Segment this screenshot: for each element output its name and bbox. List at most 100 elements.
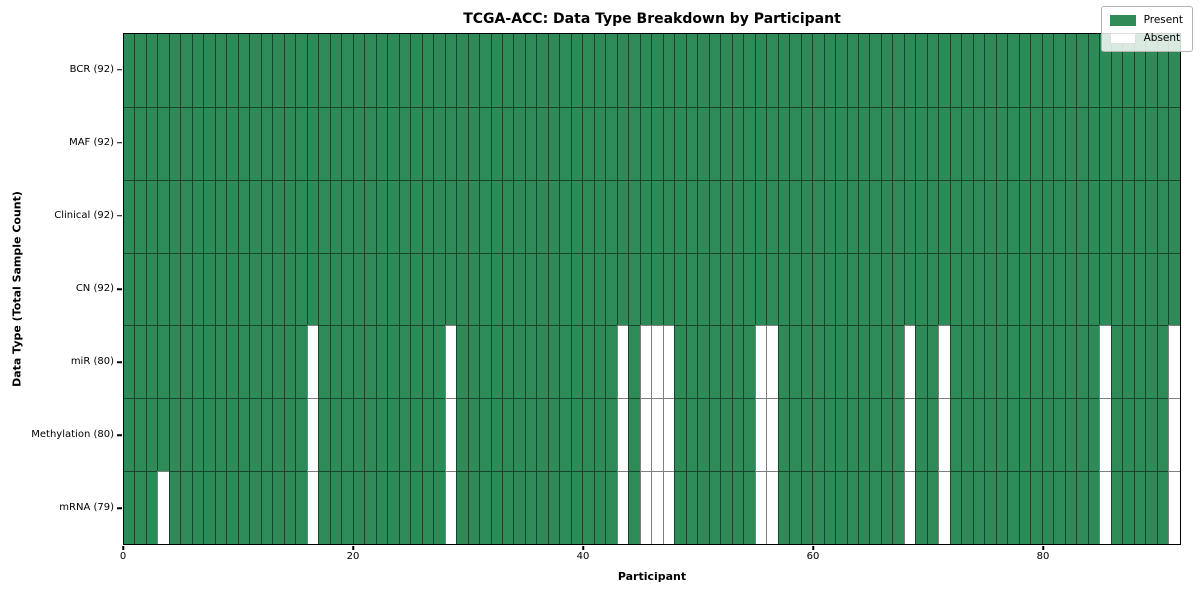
- heatmap-cell: [1030, 106, 1042, 180]
- heatmap-cell: [501, 179, 514, 253]
- y-tick-label-mRNA: mRNA (79): [59, 502, 114, 514]
- y-tick-label-miR: miR (80): [70, 356, 114, 368]
- heatmap-cell: [697, 398, 709, 472]
- heatmap-cell: [1064, 471, 1077, 545]
- heatmap-cell: [685, 252, 698, 326]
- y-tick-label-BCR: BCR (92): [69, 63, 114, 75]
- heatmap-cell: [949, 325, 962, 399]
- heatmap-cell: [249, 471, 261, 545]
- heatmap-cell: [124, 398, 135, 472]
- heatmap-cell: [214, 471, 227, 545]
- heatmap-cell: [766, 252, 778, 326]
- heatmap-cell: [1133, 471, 1146, 545]
- heatmap-cell: [157, 252, 169, 326]
- x-tick: [1042, 546, 1044, 550]
- heatmap-cell: [754, 106, 767, 180]
- heatmap-cell: [180, 325, 192, 399]
- heatmap-cell: [926, 471, 939, 545]
- heatmap-cell: [145, 325, 158, 399]
- heatmap-cell: [720, 325, 732, 399]
- x-tick-label: 20: [346, 551, 360, 562]
- heatmap-cell: [547, 179, 560, 253]
- heatmap-cell: [1133, 34, 1146, 107]
- heatmap-cell: [949, 179, 962, 253]
- heatmap-cell: [685, 106, 698, 180]
- heatmap-cell: [1099, 252, 1111, 326]
- heatmap-cell: [616, 179, 629, 253]
- heatmap-cell: [903, 398, 916, 472]
- heatmap-cell: [124, 325, 135, 399]
- heatmap-cell: [616, 252, 629, 326]
- heatmap-cell: [1064, 34, 1077, 107]
- heatmap-cell: [961, 179, 973, 253]
- heatmap-cell: [283, 252, 296, 326]
- heatmap-cell: [214, 179, 227, 253]
- heatmap-cell: [467, 325, 480, 399]
- heatmap-cell: [823, 325, 836, 399]
- heatmap-cell: [915, 398, 927, 472]
- heatmap-cell: [341, 325, 353, 399]
- heatmap-cell: [903, 34, 916, 107]
- heatmap-cell: [536, 325, 548, 399]
- heatmap-cell: [1110, 398, 1123, 472]
- heatmap-cell: [226, 34, 238, 107]
- heatmap-cell: [168, 106, 181, 180]
- heatmap-cell: [961, 471, 973, 545]
- heatmap-cell: [191, 106, 204, 180]
- heatmap-cell: [1099, 398, 1111, 472]
- heatmap-cell: [674, 106, 686, 180]
- heatmap-cell: [1018, 106, 1031, 180]
- heatmap-cell: [547, 325, 560, 399]
- heatmap-cell: [1156, 325, 1169, 399]
- heatmap-cell: [869, 325, 881, 399]
- heatmap-cell: [812, 252, 824, 326]
- heatmap-cell: [1041, 252, 1054, 326]
- heatmap-cell: [1133, 252, 1146, 326]
- heatmap-cell: [1156, 398, 1169, 472]
- heatmap-cell: [639, 179, 652, 253]
- y-tick: [117, 141, 122, 144]
- heatmap-cell: [145, 106, 158, 180]
- heatmap-cell: [1041, 471, 1054, 545]
- heatmap-cell: [559, 325, 571, 399]
- heatmap-cell: [501, 471, 514, 545]
- heatmap-cell: [295, 398, 307, 472]
- heatmap-cell: [720, 34, 732, 107]
- heatmap-cell: [134, 471, 146, 545]
- heatmap-cell: [214, 34, 227, 107]
- heatmap-cell: [1030, 34, 1042, 107]
- heatmap-cell: [789, 106, 801, 180]
- heatmap-cell: [708, 325, 721, 399]
- heatmap-cell: [1156, 252, 1169, 326]
- heatmap-cell: [800, 34, 813, 107]
- heatmap-cell: [559, 106, 571, 180]
- heatmap-cell: [777, 252, 790, 326]
- heatmap-cell: [1156, 34, 1169, 107]
- heatmap-cell: [639, 325, 652, 399]
- heatmap-cell: [1099, 34, 1111, 107]
- heatmap-cell: [1076, 398, 1088, 472]
- heatmap-cell: [639, 471, 652, 545]
- heatmap-cell: [191, 34, 204, 107]
- heatmap-cell: [708, 471, 721, 545]
- heatmap-cell: [329, 179, 342, 253]
- heatmap-cell: [1099, 325, 1111, 399]
- heatmap-cell: [501, 34, 514, 107]
- heatmap-cell: [651, 34, 663, 107]
- heatmap-cell: [800, 325, 813, 399]
- heatmap-cell: [582, 325, 594, 399]
- heatmap-cell: [869, 471, 881, 545]
- heatmap-cell: [226, 325, 238, 399]
- heatmap-cell: [858, 34, 870, 107]
- heatmap-cell: [283, 471, 296, 545]
- heatmap-cell: [754, 325, 767, 399]
- heatmap-cell: [168, 34, 181, 107]
- heatmap-cell: [926, 398, 939, 472]
- heatmap-cell: [858, 179, 870, 253]
- heatmap-cell: [203, 179, 215, 253]
- heatmap-cell: [777, 34, 790, 107]
- heatmap-cell: [318, 325, 330, 399]
- heatmap-cell: [582, 252, 594, 326]
- heatmap-cell: [352, 398, 365, 472]
